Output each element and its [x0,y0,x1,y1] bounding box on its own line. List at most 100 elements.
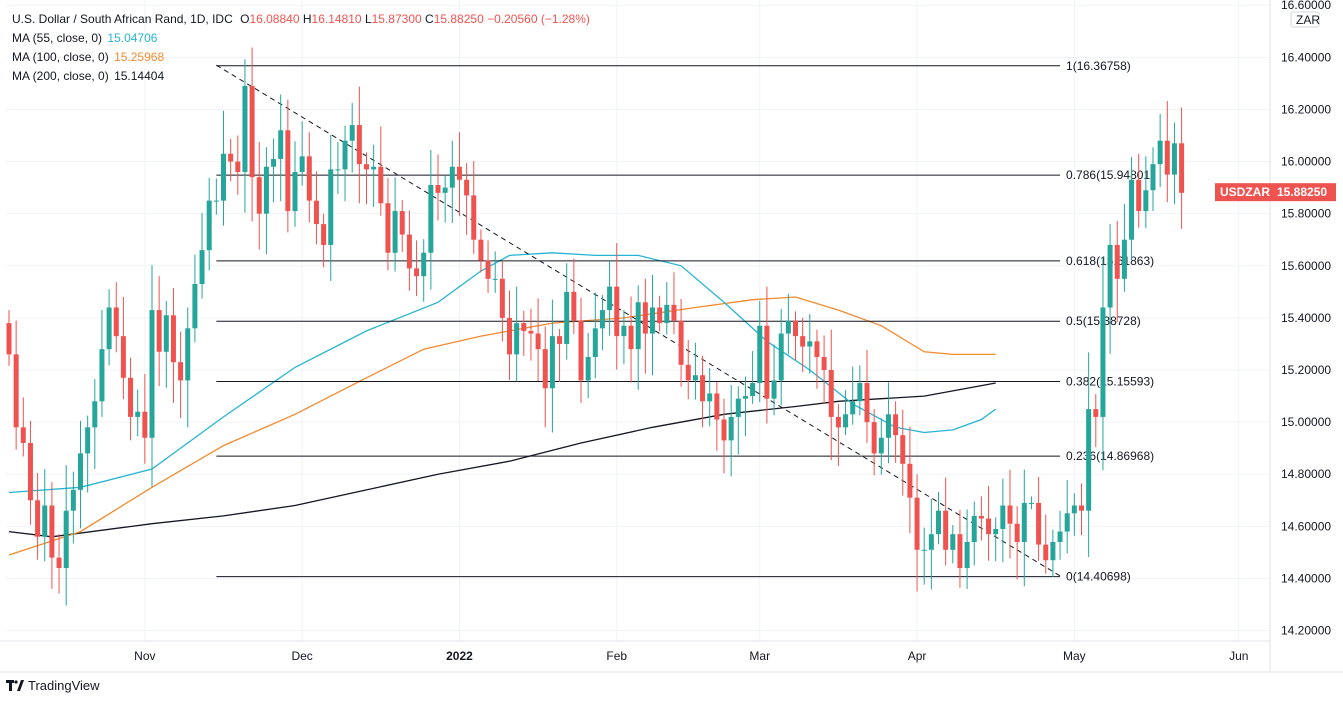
price-tick-label: 16.20000 [1281,102,1331,116]
candle-body [1179,143,1185,193]
candle-body [1021,502,1027,542]
candle-body [1093,409,1099,417]
candle-body [92,401,98,428]
candle-body [1164,140,1170,175]
candle-body [27,442,33,501]
candle-body [685,364,691,381]
candle-body [578,320,584,381]
fib-level-label: 0.382(15.15593) [1066,374,1154,388]
candle-body [399,211,405,235]
candle-body [321,224,327,245]
tradingview-footer[interactable]: TradingView [6,678,100,693]
candle-body [928,534,934,550]
candle-body [228,153,234,162]
candle-body [306,156,312,201]
candle-body [471,195,477,240]
candle-body [893,414,899,436]
candle-body [135,411,141,417]
candle-body [364,164,369,170]
candle-body [1028,502,1034,504]
candle-body [1107,244,1113,308]
candle-body [56,557,62,569]
candle-body [328,169,334,245]
price-tick-label: 15.00000 [1281,415,1331,429]
candle-body [564,291,570,344]
candle-body [242,85,248,172]
candle-body [1136,179,1142,212]
candle-body [6,323,12,355]
candle-body [771,380,777,399]
time-tick-label: Nov [134,649,155,663]
candle-body [614,286,620,337]
candle-body [857,383,863,402]
candle-body [542,349,548,389]
legend-ma200[interactable]: MA (200, close, 0) 15.14404 [12,67,590,86]
candle-body [785,320,791,334]
fib-level-label: 0.786(15.94801) [1066,168,1154,182]
ohlc-high-label: H [302,12,312,26]
candle-body [456,166,462,180]
candle-body [42,505,48,537]
candle-body [914,497,920,550]
fib-level-label: 0(14.40698) [1066,570,1131,584]
candle-body [1121,239,1127,279]
price-tick-label: 15.80000 [1281,207,1331,221]
candle-body [800,336,806,347]
candle-body [1100,307,1106,417]
candle-body [514,323,520,355]
candle-body [120,336,126,378]
ohlc-low-label: L [364,12,372,26]
candle-body [1050,541,1056,561]
candle-body [70,489,76,511]
candle-body [149,310,155,438]
price-tag-value: 15.88250 [1277,185,1327,199]
price-tick-label: 16.40000 [1281,50,1331,64]
time-tick-label: Apr [908,649,927,663]
candle-body [156,310,162,352]
ma55-value: 15.04706 [107,31,158,45]
candle-body [943,510,949,550]
price-axis: 14.20000 14.40000 14.60000 14.80000 15.00000… [1281,0,1331,638]
ohlc-close: 15.88250 [433,12,484,26]
candle-body [728,416,734,441]
candle-body [807,341,813,347]
price-tag-symbol-bg [1215,183,1270,202]
candle-body [950,534,956,550]
candle-body [571,291,577,321]
symbol-title: U.S. Dollar / South African Rand, 1D, ID… [12,12,233,26]
candle-body [421,252,427,277]
candle-body [607,286,613,311]
candle-body [957,534,963,569]
candle-body [850,401,856,415]
candle-body [278,130,284,159]
ma55-label: MA (55, close, 0) [12,31,103,45]
candle-body [1057,531,1063,542]
candle-body [793,320,798,337]
candle-body [478,239,484,261]
legend-ma100[interactable]: MA (100, close, 0) 15.25968 [12,48,590,67]
price-tag: USDZAR 15.88250 [1215,183,1336,202]
candle-body [63,510,69,569]
candle-body [664,304,670,324]
fib-level-label: 1(16.36758) [1066,59,1131,73]
chart-legend: U.S. Dollar / South African Rand, 1D, ID… [12,10,590,86]
tradingview-logo-icon [6,679,24,691]
candle-body [707,393,713,402]
candle-body [621,325,627,337]
candle-body [778,333,784,381]
candle-body [13,354,19,428]
candle-body [1114,244,1120,279]
candle-body [1000,505,1006,529]
price-tag-value-bg [1270,183,1336,202]
candle-body [1157,140,1163,165]
ohlc-open: 16.08840 [249,12,300,26]
time-tick-label: May [1063,649,1086,663]
legend-ma55[interactable]: MA (55, close, 0) 15.04706 [12,29,590,48]
price-tick-label: 14.60000 [1281,519,1331,533]
candle-body [628,325,634,350]
candle-body [764,325,770,399]
ma200-value: 15.14404 [114,69,165,83]
candle-body [299,156,305,172]
